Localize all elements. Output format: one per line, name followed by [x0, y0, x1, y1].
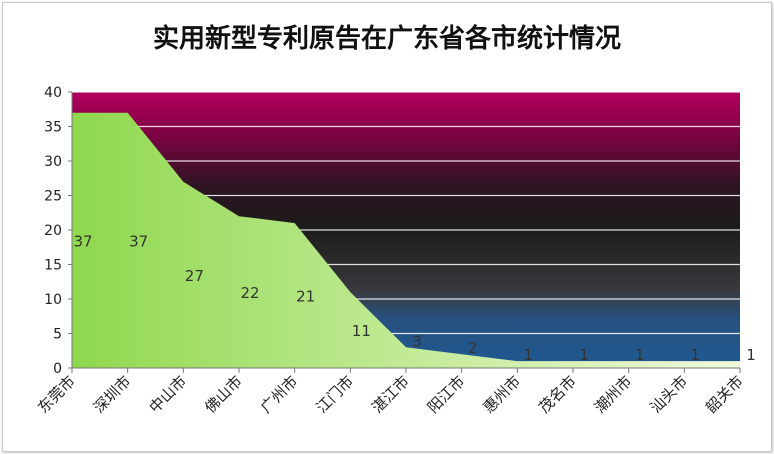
y-tick-label: 10: [44, 292, 62, 308]
y-tick-label: 0: [53, 361, 62, 377]
x-tick-label: 江门市: [313, 372, 358, 417]
area-series: [72, 112, 740, 368]
data-label: 11: [352, 322, 371, 340]
data-label: 3: [412, 332, 422, 350]
x-axis-ticks: 东莞市 深圳市 中山市 佛山市 广州市 江门市 湛江市 阳江市 惠州市 茂名市 潮州市 汕头市 韶关市: [34, 372, 747, 417]
y-tick-label: 35: [44, 120, 62, 136]
x-tick-label: 佛山市: [201, 372, 246, 417]
x-tick-label: 中山市: [146, 372, 191, 417]
data-label: 22: [240, 284, 259, 302]
y-tick-label: 5: [53, 327, 62, 343]
y-tick-label: 25: [44, 189, 62, 205]
x-tick-label: 阳江市: [424, 372, 469, 417]
axes: [68, 91, 741, 373]
data-label: 1: [524, 346, 534, 364]
x-tick-label: 深圳市: [90, 372, 135, 417]
x-tick-label: 广州市: [257, 372, 302, 417]
data-label: 1: [579, 346, 589, 364]
data-label: 27: [185, 267, 204, 285]
x-tick-label: 汕头市: [647, 372, 692, 417]
x-tick-label: 惠州市: [480, 372, 525, 417]
y-tick-label: 15: [44, 258, 62, 274]
chart-title: 实用新型专利原告在广东省各市统计情况: [152, 24, 621, 54]
y-axis-ticks: 0 5 10 15 20 25 30 35 40: [44, 85, 62, 377]
x-tick-label: 潮州市: [591, 372, 636, 417]
data-label: 2: [468, 339, 478, 357]
data-label: 37: [129, 232, 148, 250]
y-tick-label: 40: [44, 85, 62, 101]
data-label: 21: [296, 288, 315, 306]
data-label: 1: [635, 346, 645, 364]
x-tick-label: 湛江市: [368, 372, 413, 417]
x-tick-label: 茂名市: [535, 372, 580, 417]
data-label: 1: [691, 346, 701, 364]
data-label: 37: [73, 232, 92, 250]
x-tick-label: 东莞市: [34, 372, 79, 417]
series-area: [72, 112, 740, 368]
y-tick-label: 20: [44, 223, 62, 239]
x-tick-label: 韶关市: [702, 372, 747, 417]
data-label: 1: [746, 346, 756, 364]
y-tick-label: 30: [44, 154, 62, 170]
